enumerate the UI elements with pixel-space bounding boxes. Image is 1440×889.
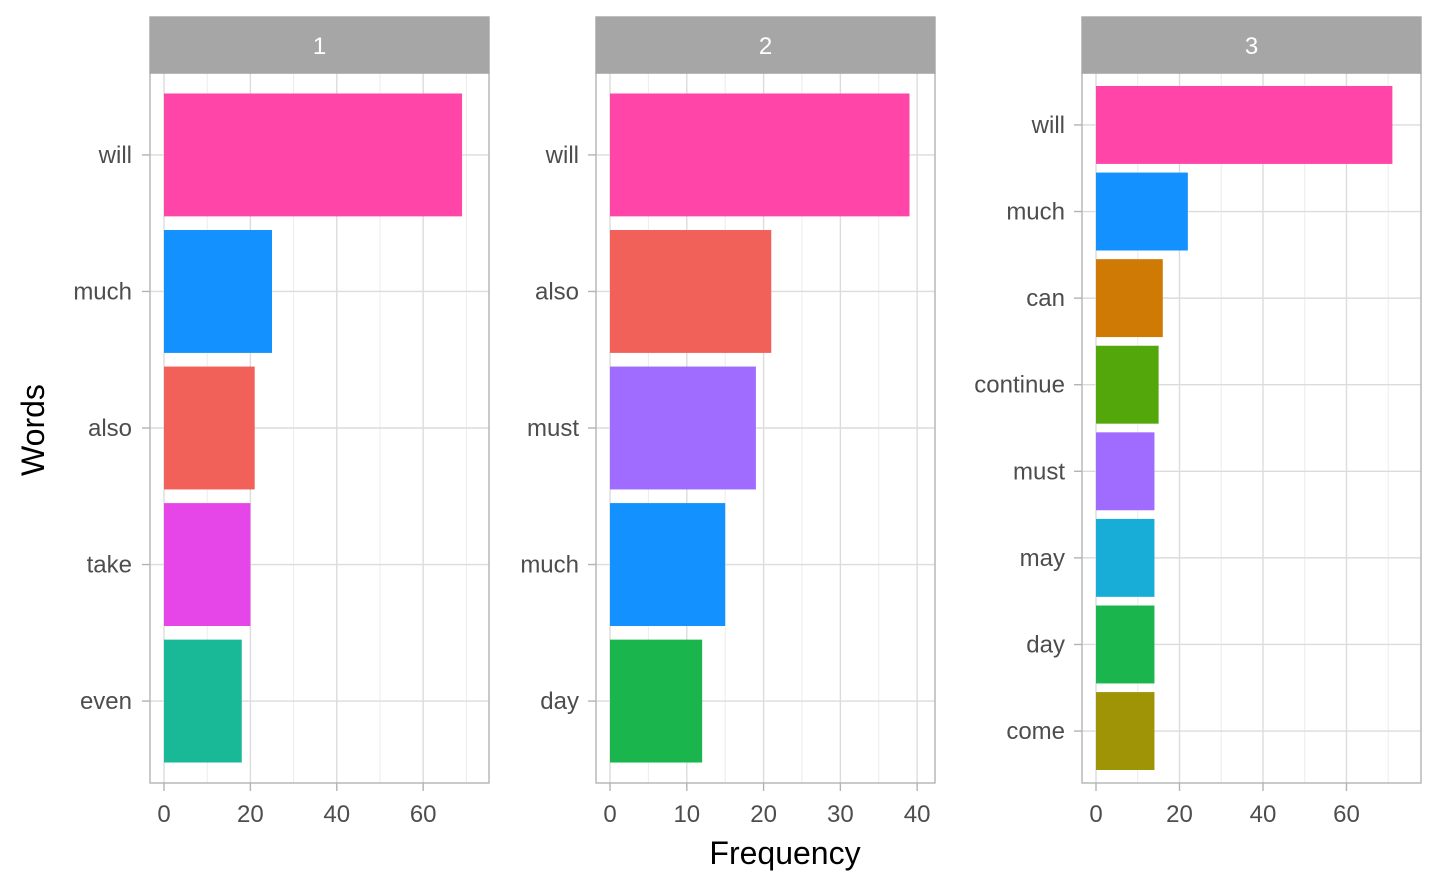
panel-3-x-tick-label: 20	[1166, 801, 1193, 828]
panel-2-y-tick-label: also	[535, 278, 579, 305]
panel-3-y-tick-label: can	[1026, 285, 1065, 312]
panel-2-bar-also	[610, 230, 772, 353]
panel-3-y-tick-label: continue	[974, 372, 1065, 399]
panel-1-y-tick-label: will	[98, 142, 132, 169]
panel-3-bar-may	[1096, 518, 1155, 597]
panel-3-x-tick-label: 40	[1250, 801, 1277, 828]
y-axis-title: Words	[15, 384, 51, 476]
panel-2-bar-must	[610, 366, 756, 490]
panel-3-x-tick-label: 0	[1089, 801, 1102, 828]
panel-1-bar-much	[164, 230, 272, 353]
panel-2-y-tick-label: must	[527, 415, 579, 442]
panel-1-x-tick-label: 0	[157, 801, 170, 828]
panel-3-y-tick-label: much	[1006, 199, 1065, 226]
panel-3-bar-must	[1096, 432, 1155, 511]
panel-1-y-tick-label: also	[88, 415, 132, 442]
panel-3-x-tick-label: 60	[1333, 801, 1360, 828]
panel-2-bar-day	[610, 639, 703, 763]
panel-3-bar-will	[1096, 85, 1393, 164]
panel-1-x-tick-label: 20	[237, 801, 264, 828]
panel-2-x-tick-label: 40	[904, 801, 931, 828]
panel-3-strip	[1081, 16, 1422, 74]
panel-3-bar-can	[1096, 259, 1163, 338]
panel-2-strip	[595, 16, 936, 74]
panel-1-strip-label: 1	[313, 33, 326, 60]
panel-3-y-tick-label: day	[1026, 631, 1065, 658]
panel-1-y-tick-label: take	[87, 552, 132, 579]
panel-2-x-tick-label: 10	[673, 801, 700, 828]
panel-1-y-tick-label: even	[80, 688, 132, 715]
panel-1-bar-take	[164, 503, 251, 626]
panel-1-strip	[149, 16, 490, 74]
x-axis-title: Frequency	[709, 835, 860, 871]
panel-2-y-tick-label: much	[520, 552, 579, 579]
panel-2-x-tick-label: 0	[603, 801, 616, 828]
panel-3-bar-much	[1096, 172, 1188, 251]
panel-3-bar-continue	[1096, 345, 1159, 424]
panel-2-bar-will	[610, 93, 910, 217]
panel-3-y-tick-label: may	[1020, 545, 1065, 572]
panel-2-bar-much	[610, 503, 726, 626]
panel-2-x-tick-label: 20	[750, 801, 777, 828]
panel-1-x-tick-label: 40	[323, 801, 350, 828]
panel-3-y-tick-label: will	[1031, 112, 1065, 139]
panel-2-x-tick-label: 30	[827, 801, 854, 828]
panel-3-bar-day	[1096, 605, 1155, 684]
panel-2-strip-label: 2	[759, 33, 772, 60]
panel-1-x-tick-label: 60	[410, 801, 437, 828]
panel-3-y-tick-label: come	[1006, 718, 1065, 745]
panel-3-strip-label: 3	[1245, 33, 1258, 60]
panel-3-y-tick-label: must	[1013, 458, 1065, 485]
panel-1-bar-will	[164, 93, 463, 217]
panel-2-y-tick-label: day	[540, 688, 579, 715]
panel-1-bar-even	[164, 639, 242, 763]
panel-3-bar-come	[1096, 692, 1155, 771]
panel-1-y-tick-label: much	[73, 278, 132, 305]
panel-1-bar-also	[164, 366, 255, 490]
panel-2-y-tick-label: will	[545, 142, 579, 169]
